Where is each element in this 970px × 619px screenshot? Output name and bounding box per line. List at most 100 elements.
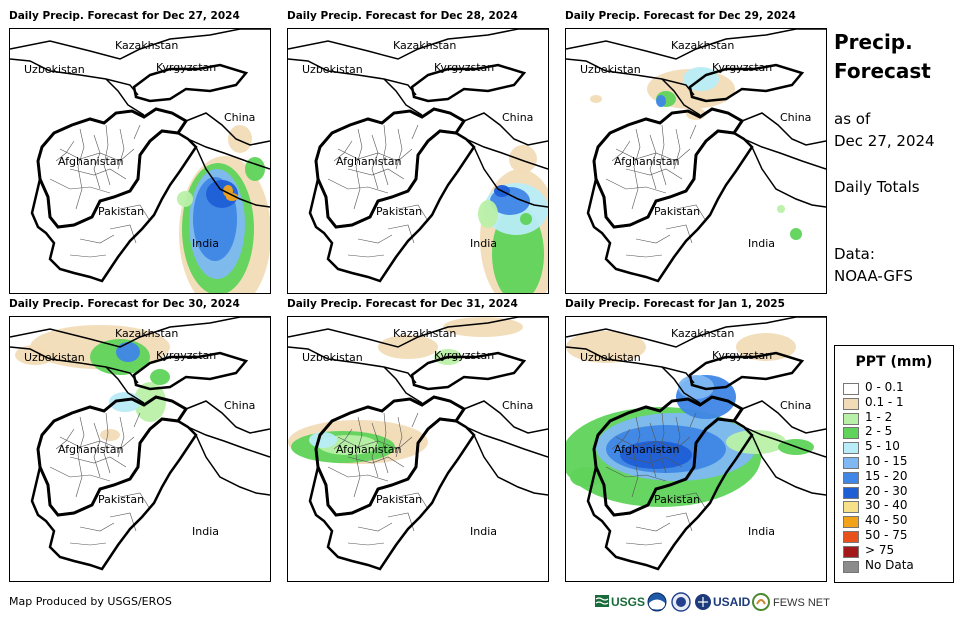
legend-label: 50 - 75 <box>865 528 908 542</box>
precip-area <box>790 228 802 240</box>
country-label-pakistan: Pakistan <box>98 205 144 218</box>
precip-area <box>478 200 498 228</box>
forecast-map: Kazakhstan Uzbekistan Kyrgyzstan China Afgha… <box>10 317 270 571</box>
province-boundary <box>625 456 683 468</box>
country-label-kyrgyzstan: Kyrgyzstan <box>156 349 216 362</box>
noaa-logo: NOAA <box>647 592 667 615</box>
afghanistan-border <box>592 107 745 229</box>
china-border <box>185 112 270 146</box>
province-boundary <box>79 234 115 244</box>
country-label-pakistan: Pakistan <box>376 493 422 506</box>
legend-label: 40 - 50 <box>865 513 908 528</box>
province-boundary <box>49 178 111 194</box>
province-boundary <box>673 416 681 458</box>
as-of-date: Dec 27, 2024 <box>834 132 935 150</box>
india-border <box>743 426 826 496</box>
province-boundary <box>353 128 363 210</box>
province-boundary <box>93 422 101 478</box>
province-boundary <box>347 254 385 258</box>
country-label-uzbekistan: Uzbekistan <box>24 351 85 364</box>
country-label-china: China <box>224 111 255 124</box>
tajikistan-border <box>661 78 701 116</box>
country-label-kazakhstan: Kazakhstan <box>671 39 734 52</box>
precip-area <box>590 95 602 103</box>
forecast-title: Precip. Forecast <box>834 28 954 86</box>
precip-field <box>478 145 548 293</box>
province-boundary <box>397 492 429 510</box>
legend-swatch <box>843 516 859 529</box>
usgs-text: USGS <box>611 595 645 609</box>
province-boundary <box>117 416 125 458</box>
country-label-afghanistan: Afghanistan <box>614 443 680 456</box>
country-label-uzbekistan: Uzbekistan <box>302 63 363 76</box>
province-boundary <box>635 522 671 532</box>
precip-area <box>509 145 537 173</box>
agency-logos: USGS NOAA DOI USAID FEWS NET <box>595 590 835 615</box>
province-boundary <box>649 134 657 190</box>
china-border <box>463 400 548 434</box>
legend-label: > 75 <box>865 542 895 557</box>
kazakhstan-border <box>10 317 270 348</box>
province-boundary <box>397 204 429 222</box>
country-label-kazakhstan: Kazakhstan <box>671 327 734 340</box>
province-boundary <box>103 124 111 186</box>
doi-seal: DOI <box>671 592 691 615</box>
precip-area <box>378 335 438 359</box>
india-border <box>743 138 826 208</box>
kyrgyzstan-border <box>410 63 527 103</box>
boundaries <box>10 29 270 283</box>
province-boundary <box>381 412 389 474</box>
panel-title: Daily Precip. Forecast for Dec 28, 2024 <box>287 10 518 22</box>
afghanistan-border <box>314 395 467 517</box>
province-boundary <box>333 140 353 162</box>
legend-swatch <box>843 397 859 410</box>
kyrgyzstan-border <box>132 351 249 391</box>
province-boundary <box>103 412 111 474</box>
precip-area <box>443 317 523 337</box>
country-label-afghanistan: Afghanistan <box>336 443 402 456</box>
province-boundary <box>625 542 663 546</box>
fews-net-logo: FEWS NET <box>752 593 830 611</box>
province-boundary <box>75 128 85 210</box>
legend-label: 1 - 2 <box>865 409 893 424</box>
province-boundary <box>411 124 419 140</box>
country-label-uzbekistan: Uzbekistan <box>302 351 363 364</box>
boundaries <box>566 317 826 571</box>
panel-title: Daily Precip. Forecast for Jan 1, 2025 <box>565 298 785 310</box>
legend-swatch <box>843 383 859 395</box>
forecast-map: Kazakhstan Uzbekistan Kyrgyzstan China Afgha… <box>566 29 826 283</box>
province-boundary <box>611 140 631 162</box>
country-label-kyrgyzstan: Kyrgyzstan <box>712 349 772 362</box>
province-boundary <box>649 422 657 478</box>
forecast-map: Kazakhstan Uzbekistan Kyrgyzstan China Afgha… <box>288 29 548 293</box>
legend-swatch <box>843 486 859 499</box>
legend-label: 0 - 0.1 <box>865 380 904 394</box>
map-frame: Kazakhstan Uzbekistan Kyrgyzstan China Afgha… <box>287 316 549 582</box>
boundaries <box>288 317 548 571</box>
province-boundary <box>605 178 667 194</box>
tajikistan-border <box>383 78 423 116</box>
legend-label: 30 - 40 <box>865 498 908 513</box>
uzbekistan-border <box>10 58 139 96</box>
country-label-kyrgyzstan: Kyrgyzstan <box>156 61 216 74</box>
province-boundary <box>55 428 75 450</box>
precip-area <box>177 191 193 207</box>
province-boundary <box>631 128 641 210</box>
province-boundary <box>659 412 667 474</box>
province-boundary <box>605 466 667 482</box>
province-boundary <box>631 416 641 498</box>
country-label-kazakhstan: Kazakhstan <box>115 39 178 52</box>
title-line-1: Precip. <box>834 30 913 54</box>
province-boundary <box>675 492 707 510</box>
province-boundary <box>689 124 697 140</box>
usgs-logo: USGS <box>595 595 645 609</box>
china-border <box>741 400 826 434</box>
tajikistan-border <box>105 366 145 404</box>
data-label: Data: <box>834 245 875 263</box>
province-boundary <box>347 542 385 546</box>
province-boundary <box>333 428 353 450</box>
province-boundary <box>347 456 405 468</box>
map-frame: Kazakhstan Uzbekistan Kyrgyzstan China Afgha… <box>565 316 827 582</box>
country-label-kazakhstan: Kazakhstan <box>393 39 456 52</box>
